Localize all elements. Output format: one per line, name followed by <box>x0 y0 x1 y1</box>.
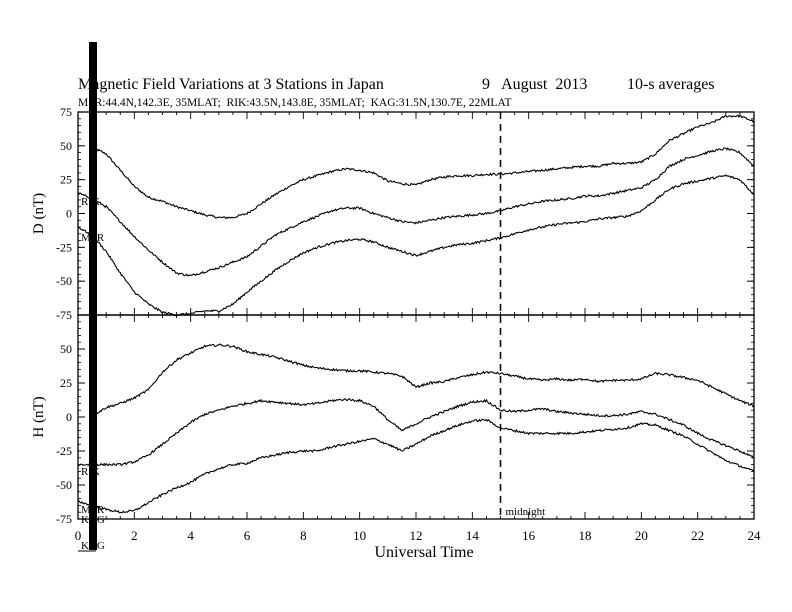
vertical-marker-bar <box>89 42 97 550</box>
x-tick-label: 20 <box>635 528 648 543</box>
panel-d: 75 50 25 0 -25 -50 -75 D (nT) <box>31 105 755 322</box>
series-h-msr <box>77 418 755 514</box>
x-tick-label: 2 <box>131 528 138 543</box>
x-axis-label: Universal Time <box>374 544 473 561</box>
y-tick-label: 25 <box>60 173 72 187</box>
y-tick-label: 50 <box>60 139 72 153</box>
h-label-rik: RIK <box>81 466 100 478</box>
x-tick-label: 0 <box>75 528 82 543</box>
x-tick-label: 16 <box>522 528 536 543</box>
panel-h: 50 25 0 -25 -50 -75 H (nT) <box>31 314 755 526</box>
y-tick-label: -25 <box>56 444 72 458</box>
y-tick-label: 50 <box>60 342 72 356</box>
y-axis-label-h: H (nT) <box>31 396 47 437</box>
y-tick-label: 75 <box>60 105 72 119</box>
x-tick-label: 22 <box>691 528 704 543</box>
chart-date: 9 August 2013 <box>482 76 587 93</box>
h-label-msr: MSR <box>81 504 105 516</box>
x-tick-label: 4 <box>187 528 194 543</box>
d-label-msr: MSR <box>81 232 105 244</box>
y-tick-label: 0 <box>66 410 72 424</box>
h-label-kag: KAG <box>81 514 105 526</box>
d-label-rik: RIK <box>81 196 100 208</box>
y-tick-label: -75 <box>56 512 72 526</box>
series-d-rik <box>77 147 755 277</box>
series-d-kag <box>91 114 755 220</box>
x-tick-label: 6 <box>244 528 251 543</box>
series-h-rik <box>77 398 755 467</box>
y-tick-label: -50 <box>56 274 72 288</box>
chart-title: Magnetic Field Variations at 3 Stations … <box>78 76 384 93</box>
kag-bottom-label: KAG <box>81 540 105 552</box>
x-tick-label: 18 <box>579 528 592 543</box>
x-tick-label: 12 <box>410 528 423 543</box>
y-tick-label: 0 <box>66 207 72 221</box>
midnight-label: midnight <box>506 506 546 518</box>
panel-frame-h <box>77 314 755 520</box>
x-tick-label: 24 <box>748 528 762 543</box>
x-tick-label: 10 <box>353 528 366 543</box>
y-tick-label: 25 <box>60 376 72 390</box>
y-tick-label: -75 <box>56 308 72 322</box>
y-tick-label: -25 <box>56 240 72 254</box>
stations-line: MSR:44.4N,142.3E, 35MLAT; RIK:43.5N,143.… <box>78 97 512 109</box>
x-axis: 0 2 4 6 8 10 12 14 16 18 20 22 24 <box>75 112 761 543</box>
series-d-msr <box>77 174 755 317</box>
series-h-kag <box>94 343 755 416</box>
chart-averaging: 10-s averages <box>627 76 715 93</box>
y-axis-label-d: D (nT) <box>31 193 47 234</box>
y-tick-label: -50 <box>56 478 72 492</box>
x-tick-label: 14 <box>466 528 480 543</box>
x-tick-label: 8 <box>300 528 307 543</box>
panel-frame-d <box>77 111 755 316</box>
